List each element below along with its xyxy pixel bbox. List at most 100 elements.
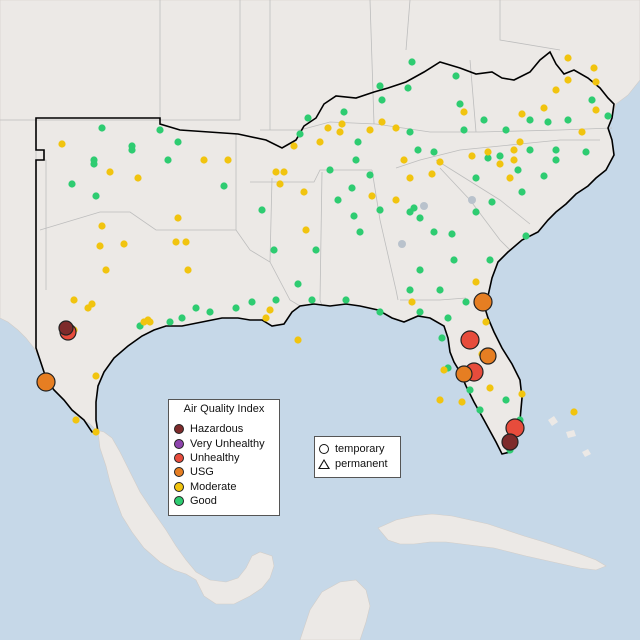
legend-label: temporary (335, 443, 385, 455)
moderate-site-marker (378, 118, 386, 126)
good-site-marker (472, 174, 480, 182)
alert-site-marker (473, 292, 493, 312)
moderate-site-marker (484, 148, 492, 156)
moderate-site-marker (92, 372, 100, 380)
moderate-site-marker (72, 416, 80, 424)
moderate-site-marker (518, 390, 526, 398)
moderate-site-marker (518, 110, 526, 118)
good-site-marker (334, 196, 342, 204)
good-site-marker (480, 116, 488, 124)
legend-item-very-unhealthy: Very Unhealthy (174, 437, 265, 451)
alert-site-marker (479, 347, 497, 365)
unhealthy-swatch (174, 453, 184, 463)
good-site-marker (232, 304, 240, 312)
moderate-site-marker (564, 76, 572, 84)
good-site-marker (410, 204, 418, 212)
legend-item-good: Good (174, 494, 217, 508)
legend-title: Air Quality Index (183, 403, 265, 415)
good-site-marker (430, 148, 438, 156)
alert-site-marker (455, 365, 473, 383)
good-site-marker (488, 198, 496, 206)
good-site-marker (484, 154, 492, 162)
moderate-site-marker (458, 398, 466, 406)
good-site-marker (514, 166, 522, 174)
moderate-site-marker (120, 240, 128, 248)
moderate-site-marker (570, 408, 578, 416)
good-site-marker (448, 230, 456, 238)
moderate-site-marker (482, 318, 490, 326)
alert-site-marker (460, 330, 480, 350)
usg-swatch (174, 467, 184, 477)
good-site-marker (406, 128, 414, 136)
legend-label: Very Unhealthy (190, 438, 265, 450)
moderate-site-marker (184, 266, 192, 274)
good-site-marker (466, 386, 474, 394)
good-site-marker (408, 58, 416, 66)
moderate-site-marker (294, 336, 302, 344)
monitor-type-legend: temporary permanent (314, 436, 401, 478)
good-site-marker (462, 298, 470, 306)
moderate-site-marker (300, 188, 308, 196)
alert-sites (36, 292, 525, 451)
moderate-site-marker (182, 238, 190, 246)
moderate-site-marker (472, 278, 480, 286)
good-site-marker (270, 246, 278, 254)
moderate-site-marker (368, 192, 376, 200)
moderate-site-marker (280, 168, 288, 176)
good-site-marker (522, 232, 530, 240)
moderate-site-marker (102, 266, 110, 274)
region-outline (35, 50, 615, 455)
good-site-marker (192, 304, 200, 312)
good-site-marker (472, 208, 480, 216)
moderate-site-marker (408, 298, 416, 306)
good-site-marker (452, 72, 460, 80)
good-sites (68, 58, 612, 454)
good-site-marker (312, 246, 320, 254)
good-site-marker (444, 314, 452, 322)
good-site-marker (544, 118, 552, 126)
moderate-swatch (174, 482, 184, 492)
very-unhealthy-swatch (174, 439, 184, 449)
alert-site-marker (36, 372, 56, 392)
good-site-marker (416, 266, 424, 274)
moderate-site-marker (224, 156, 232, 164)
moderate-site-marker (92, 428, 100, 436)
legend-label: USG (190, 466, 214, 478)
moderate-site-marker (98, 222, 106, 230)
good-site-marker (376, 308, 384, 316)
good-site-marker (518, 188, 526, 196)
alert-site-marker (58, 320, 74, 336)
moderate-site-marker (440, 366, 448, 374)
moderate-site-marker (106, 168, 114, 176)
moderate-site-marker (460, 108, 468, 116)
triangle-icon (318, 459, 330, 469)
moderate-site-marker (174, 214, 182, 222)
good-site-marker (436, 286, 444, 294)
good-site-marker (296, 130, 304, 138)
moderate-site-marker (302, 226, 310, 234)
good-site-marker (348, 184, 356, 192)
moderate-site-marker (592, 106, 600, 114)
good-site-marker (376, 206, 384, 214)
legend-label: Moderate (190, 481, 237, 493)
good-site-marker (272, 296, 280, 304)
good-site-marker (98, 124, 106, 132)
legend-item-moderate: Moderate (174, 480, 236, 494)
good-site-marker (430, 228, 438, 236)
good-site-marker (206, 308, 214, 316)
good-site-marker (564, 116, 572, 124)
good-site-marker (356, 228, 364, 236)
good-site-marker (416, 214, 424, 222)
moderate-site-marker (436, 158, 444, 166)
moderate-site-marker (436, 396, 444, 404)
moderate-site-marker (564, 54, 572, 62)
good-site-marker (258, 206, 266, 214)
good-site-marker (502, 126, 510, 134)
legend-item-permanent: permanent (318, 457, 388, 471)
good-site-marker (342, 296, 350, 304)
good-site-marker (294, 280, 302, 288)
land-yucatan (299, 579, 371, 640)
legend-item-usg: USG (174, 465, 214, 479)
good-site-marker (378, 96, 386, 104)
moderate-site-marker (428, 170, 436, 178)
